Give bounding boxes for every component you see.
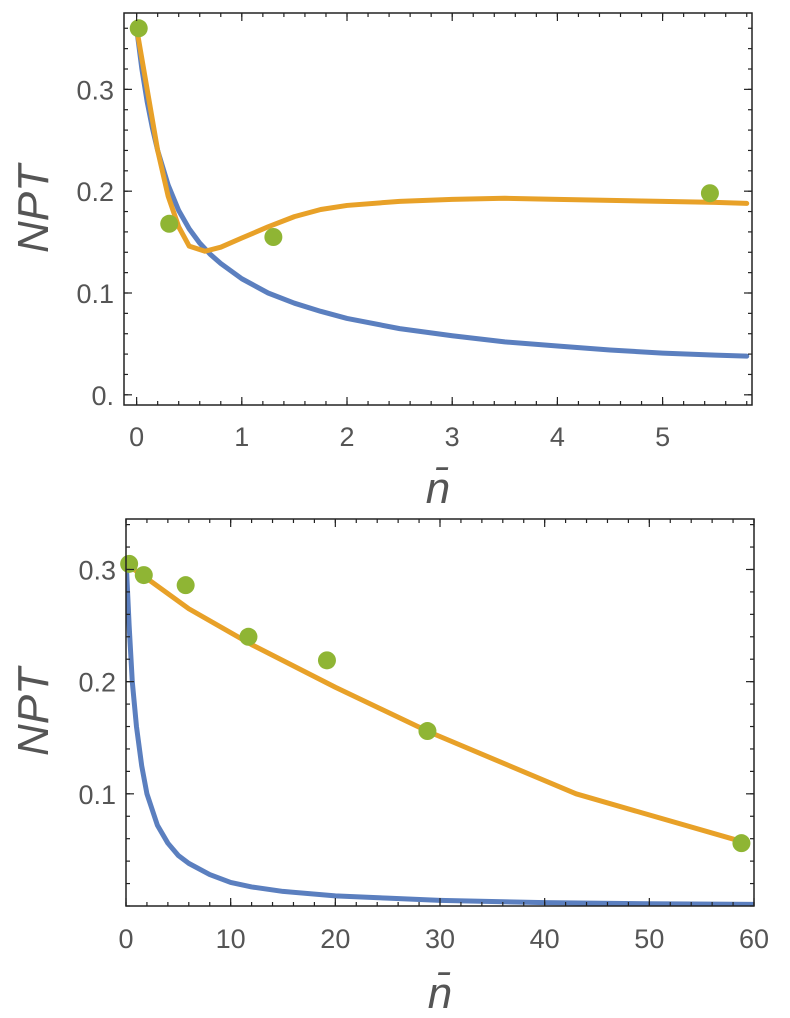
data-point bbox=[264, 228, 283, 246]
x-tick-label: 10 bbox=[216, 924, 246, 954]
x-tick-label: 4 bbox=[550, 422, 565, 452]
y-axis-label: NPT bbox=[9, 665, 58, 756]
data-point bbox=[134, 566, 153, 585]
x-axis-label: n̄ bbox=[428, 969, 452, 1018]
y-tick-label: 0.3 bbox=[76, 75, 114, 105]
x-tick-label: 30 bbox=[425, 924, 455, 954]
data-point bbox=[239, 627, 258, 646]
y-tick-label: 0.1 bbox=[78, 780, 116, 810]
y-tick-label: 0.2 bbox=[78, 668, 116, 698]
x-axis-label: n̄ bbox=[426, 464, 450, 513]
x-tick-label: 20 bbox=[320, 924, 350, 954]
plot-frame bbox=[125, 518, 755, 907]
data-point bbox=[120, 554, 139, 573]
series-line-blue bbox=[134, 25, 750, 359]
x-tick-label: 0 bbox=[129, 422, 144, 452]
series-line-blue bbox=[126, 555, 754, 906]
plot-frame bbox=[123, 12, 753, 406]
x-tick-label: 40 bbox=[530, 924, 560, 954]
y-tick-label: 0.3 bbox=[78, 555, 116, 585]
data-point bbox=[317, 651, 336, 670]
y-axis-label: NPT bbox=[9, 162, 58, 253]
data-point bbox=[732, 834, 751, 853]
x-tick-label: 5 bbox=[655, 422, 670, 452]
x-tick-label: 60 bbox=[739, 924, 769, 954]
series-line-orange bbox=[126, 561, 747, 845]
x-tick-label: 2 bbox=[339, 422, 354, 452]
series-line-orange bbox=[134, 25, 750, 254]
data-point bbox=[418, 722, 437, 741]
bottom-chart: 0 10 20 30 40 50 60 0.1 0.2 0.3 n̄ NPT bbox=[9, 518, 769, 1018]
y-tick-label: 0.1 bbox=[76, 279, 114, 309]
y-tick-label: 0.2 bbox=[76, 177, 114, 207]
x-tick-label: 1 bbox=[234, 422, 249, 452]
x-tick-label: 3 bbox=[445, 422, 460, 452]
top-chart: 0 1 2 3 4 5 0. 0.1 0.2 0.3 n̄ NPT bbox=[9, 12, 753, 513]
x-tick-label: 50 bbox=[634, 924, 664, 954]
data-point bbox=[160, 214, 179, 233]
x-tick-label: 0 bbox=[118, 924, 133, 954]
data-point bbox=[700, 184, 719, 203]
data-point bbox=[129, 19, 148, 38]
y-tick-label: 0. bbox=[91, 381, 114, 411]
data-point bbox=[176, 576, 195, 595]
